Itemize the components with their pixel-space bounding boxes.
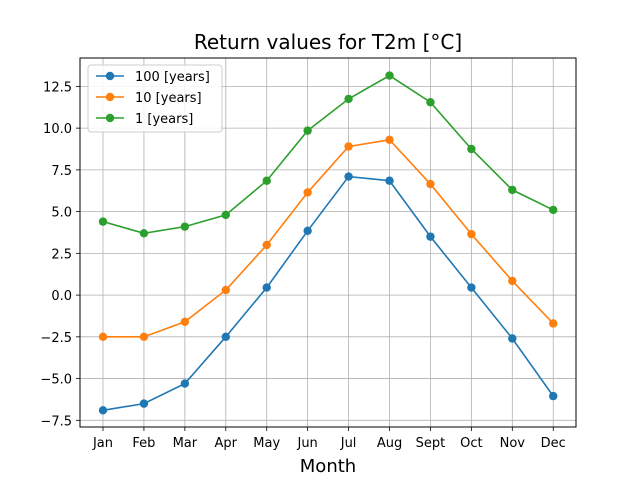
data-point [549,319,558,328]
y-tick-label: 5.0 [51,206,72,221]
series-line [102,175,554,412]
data-point [549,391,558,401]
series-0 [98,172,558,415]
series-1 [98,135,558,342]
data-point [467,283,476,292]
data-point [98,217,108,226]
data-point [262,176,271,185]
data-point [303,188,312,197]
data-point [426,232,435,241]
data-point [98,406,108,415]
x-tick-label: Aug [377,436,402,451]
data-point [508,276,517,286]
data-point [344,142,353,151]
x-tick-label: Jan [92,436,113,451]
legend-swatch-marker [105,92,115,102]
data-point [303,226,312,236]
legend-swatch-marker [105,113,115,123]
data-point [385,176,394,185]
y-tick-label: 12.5 [43,80,72,95]
data-point [385,71,394,80]
series-line [102,74,554,235]
x-tick-label: Jul [340,436,357,451]
x-tick-label: Sept [416,436,446,451]
data-point [262,283,271,292]
x-tick-label: May [253,436,280,451]
x-tick-label: Jun [296,436,317,451]
data-point [98,332,108,342]
y-tick-label: 0.0 [51,289,72,304]
data-point [303,126,312,135]
data-point [221,210,230,220]
data-point [508,185,517,195]
chart-title: Return values for T2m [°C] [194,30,462,54]
series-layer [98,71,558,415]
grid [80,58,576,427]
data-point [139,229,149,238]
legend-label: 1 [years] [135,112,193,127]
data-point [221,332,230,342]
data-point [467,229,476,239]
y-tick-label: −7.5 [40,414,72,429]
data-point [139,332,149,342]
data-point [180,317,190,327]
data-point [385,135,394,145]
data-point [467,144,476,154]
x-tick-label: Oct [460,436,482,451]
data-point [262,240,271,250]
data-point [549,205,558,215]
data-point [221,285,230,295]
x-tick-label: Dec [541,436,566,451]
x-tick-label: Nov [500,436,526,451]
data-point [344,94,353,104]
x-axis-label: Month [300,456,356,477]
legend: 100 [years] 10 [years] 1 [years] [87,64,223,133]
x-tick-label: Feb [132,436,155,451]
y-tick-label: 2.5 [51,247,72,262]
x-axis: Jan Feb Mar Apr May Jun Jul Aug Sept Oct Nov Dec [92,427,566,451]
legend-box [87,64,223,133]
legend-label: 100 [years] [135,70,210,85]
y-tick-label: 10.0 [43,122,72,137]
y-axis: −7.5 −5.0 −2.5 0.0 2.5 5.0 7.5 10.0 12.5 [40,80,80,429]
data-point [426,98,435,107]
y-tick-label: −5.0 [40,373,72,388]
legend-swatch-marker [105,71,115,81]
data-point [180,379,190,388]
x-tick-label: Mar [173,436,198,451]
x-tick-label: Apr [215,436,238,451]
plot-frame [79,57,577,428]
y-tick-label: 7.5 [51,164,72,179]
series-line [103,138,554,338]
data-point [139,399,149,408]
legend-label: 10 [years] [135,91,202,106]
data-point [344,172,353,181]
data-point [426,179,435,189]
data-point [180,222,190,231]
data-point [508,334,517,343]
series-2 [98,71,558,238]
y-tick-label: −2.5 [40,331,72,346]
